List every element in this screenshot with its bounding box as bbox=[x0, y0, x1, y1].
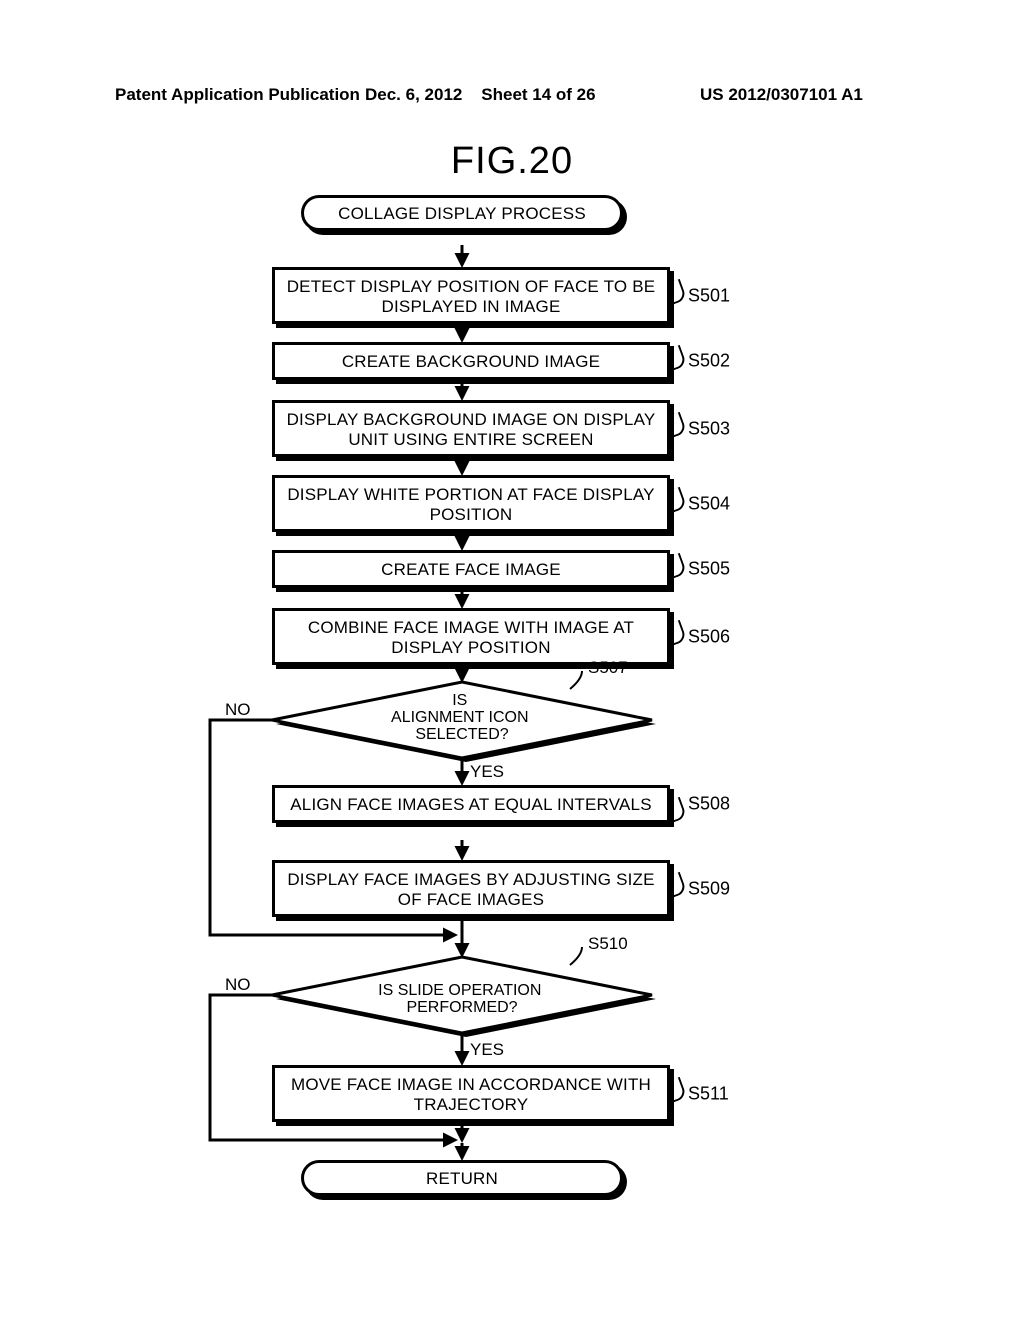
d507-l2: ALIGNMENT ICON bbox=[391, 709, 529, 726]
header-date: Dec. 6, 2012 bbox=[365, 85, 462, 104]
d507-l3: SELECTED? bbox=[415, 726, 508, 743]
decision-s510: IS SLIDE OPERATION PERFORMED? S510 bbox=[272, 934, 656, 1037]
figure-title: FIG.20 bbox=[0, 140, 1024, 183]
header-sheet: Sheet 14 of 26 bbox=[481, 85, 595, 104]
d510-l2: PERFORMED? bbox=[406, 999, 517, 1016]
yes-s510: YES bbox=[470, 1040, 504, 1059]
header-pubno: US 2012/0307101 A1 bbox=[700, 85, 863, 105]
no-s510: NO bbox=[225, 975, 251, 994]
yes-s507: YES bbox=[470, 762, 504, 781]
s507-label: S507 bbox=[588, 658, 628, 677]
flowchart-svg: IS ALIGNMENT ICON SELECTED? S507 YES NO bbox=[0, 195, 1024, 1295]
d510-l1: IS SLIDE OPERATION bbox=[378, 982, 541, 999]
decision-s507: IS ALIGNMENT ICON SELECTED? S507 bbox=[272, 658, 656, 762]
no-s507: NO bbox=[225, 700, 251, 719]
d507-l1: IS bbox=[452, 692, 467, 709]
header-mid: Dec. 6, 2012 Sheet 14 of 26 bbox=[365, 85, 596, 105]
s510-label: S510 bbox=[588, 934, 628, 953]
header-left: Patent Application Publication bbox=[115, 85, 360, 105]
